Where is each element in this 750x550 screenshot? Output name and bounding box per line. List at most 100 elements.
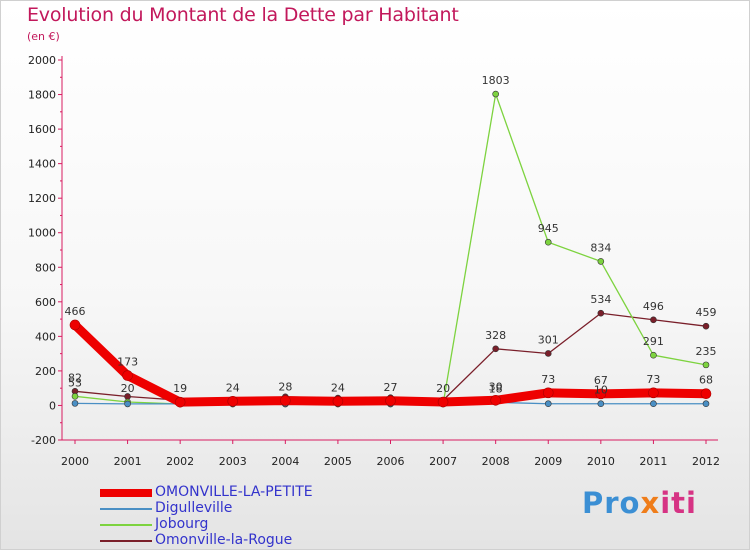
x-tick-label: 2007	[429, 455, 457, 468]
x-tick-label: 2012	[692, 455, 720, 468]
data-point	[490, 394, 501, 406]
legend-swatch	[100, 508, 152, 510]
legend-swatch	[100, 524, 152, 526]
proxiti-logo: Proxiti	[582, 486, 697, 520]
data-point	[71, 392, 79, 400]
data-label: 53	[68, 376, 82, 389]
x-tick-label: 2003	[219, 455, 247, 468]
data-label: 30	[489, 380, 503, 393]
legend-item: Omonville-la-Rogue	[100, 532, 400, 549]
line-chart: -200 0 200 400 600 800 1000 1200 1400 1600 1800 200…	[28, 54, 720, 468]
data-label: 82	[68, 371, 82, 384]
logo-part-3: iti	[660, 486, 697, 520]
data-label: 67	[594, 374, 608, 387]
data-point	[702, 322, 710, 330]
data-label: 27	[384, 381, 398, 394]
y-tick-label: 400	[35, 330, 56, 343]
data-label: 466	[65, 305, 86, 318]
x-tick-label: 2008	[482, 455, 510, 468]
legend-label: Omonville-la-Rogue	[155, 532, 293, 548]
data-point	[702, 361, 710, 369]
x-tick-label: 2004	[271, 455, 299, 468]
data-point	[122, 370, 133, 381]
data-point	[544, 350, 552, 357]
data-label: 459	[696, 306, 717, 319]
data-point	[280, 395, 291, 406]
data-label: 235	[696, 345, 717, 358]
data-label: 328	[485, 329, 506, 342]
series-line-2	[74, 93, 707, 405]
data-point	[650, 316, 657, 324]
data-point	[597, 309, 605, 317]
data-point	[544, 400, 552, 408]
y-tick-label: 1200	[28, 192, 56, 205]
data-point	[227, 396, 239, 407]
data-label: 291	[643, 335, 664, 348]
data-labels: 466 173 19 24 28 24 27 20 30 73 67 73 68 18 10 53 20 1803…	[65, 74, 717, 397]
x-tick-label: 2001	[114, 455, 142, 468]
data-label: 20	[121, 382, 135, 395]
data-label: 834	[590, 241, 611, 254]
data-point	[597, 258, 605, 265]
data-point	[69, 319, 81, 331]
logo-part-1: Pro	[582, 486, 641, 520]
legend-item: Jobourg	[100, 516, 400, 533]
data-label: 28	[278, 381, 292, 394]
data-label: 173	[117, 356, 138, 369]
y-tick-label: 600	[35, 296, 56, 309]
y-tick-label: 1000	[28, 227, 56, 240]
x-tick-label: 2006	[377, 455, 405, 468]
data-label: 73	[541, 373, 555, 386]
data-point	[385, 395, 396, 407]
data-label: 10	[594, 384, 608, 397]
y-tick-label: -200	[31, 434, 56, 447]
data-label: 73	[646, 373, 660, 386]
data-point	[124, 400, 131, 408]
legend-label: OMONVILLE-LA-PETITE	[155, 484, 313, 500]
data-point	[595, 388, 607, 400]
y-tick-label: 200	[35, 365, 56, 378]
chart-unit-label: (en €)	[27, 30, 60, 43]
x-tick-label: 2000	[61, 455, 89, 468]
chart-title: Evolution du Montant de la Dette par Hab…	[27, 4, 459, 26]
legend-swatch	[100, 540, 152, 542]
data-label: 945	[538, 222, 559, 235]
data-label: 68	[699, 374, 713, 387]
data-point	[544, 238, 552, 246]
x-tick-label: 2002	[166, 455, 194, 468]
data-point	[648, 387, 659, 399]
x-tick-label: 2005	[324, 455, 352, 468]
data-point	[437, 396, 449, 408]
y-tick-label: 1800	[28, 89, 56, 102]
legend-label: Digulleville	[155, 500, 233, 516]
data-point	[492, 345, 499, 353]
legend-swatch	[100, 489, 152, 497]
data-label: 20	[436, 382, 450, 395]
logo-part-2: x	[640, 486, 661, 520]
data-label: 1803	[482, 74, 510, 87]
data-label: 534	[590, 293, 611, 306]
data-point	[174, 396, 186, 408]
data-point	[71, 400, 79, 407]
legend-label: Jobourg	[155, 516, 209, 532]
y-tick-label: 800	[35, 261, 56, 274]
data-label: 18	[489, 382, 503, 395]
axis-ticks: -200 0 200 400 600 800 1000 1200 1400 1600 1800 200…	[28, 54, 720, 468]
data-point	[597, 400, 605, 408]
data-point	[542, 387, 554, 399]
data-point	[702, 400, 710, 408]
legend: OMONVILLE-LA-PETITE Digulleville Jobourg Om…	[100, 484, 400, 549]
y-tick-label: 1400	[28, 158, 56, 171]
y-tick-label: 2000	[28, 54, 56, 67]
series-points	[69, 90, 712, 408]
data-point	[650, 400, 657, 408]
data-label: 301	[538, 333, 559, 346]
y-tick-label: 0	[49, 399, 56, 412]
data-point	[492, 90, 499, 98]
data-label: 19	[173, 382, 187, 395]
data-point	[700, 388, 712, 400]
legend-item: Digulleville	[100, 500, 400, 517]
data-label: 24	[226, 381, 240, 394]
data-label: 24	[331, 381, 345, 394]
